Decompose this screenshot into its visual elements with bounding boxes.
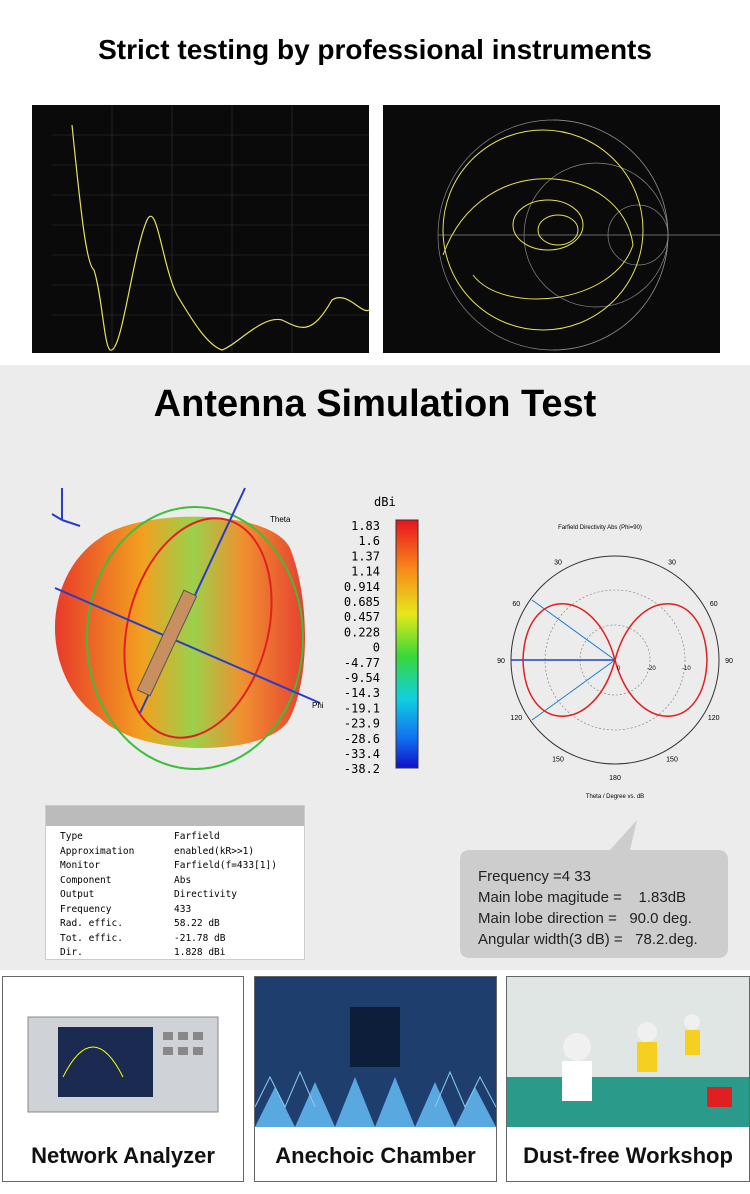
polar-angle-label: 150 <box>552 757 564 764</box>
table-body: Type Farfield Approximation enabled(kR>>1) M… <box>46 826 304 961</box>
row-value: -21.78 dB <box>174 932 226 944</box>
callout-line: Frequency =4 33 <box>478 868 591 885</box>
colorbar-label: 0.685 <box>344 595 380 609</box>
table-row: Type Farfield <box>60 830 304 845</box>
colorbar-label: 0.914 <box>344 580 380 594</box>
colorbar-unit: dBi <box>374 495 396 509</box>
equipment-panel: Dust-free Workshop <box>506 976 750 1182</box>
header-title: Strict testing by professional instrumen… <box>98 34 652 65</box>
polar-angle-label: 120 <box>708 715 720 722</box>
table-row: Dir. 1.828 dBi <box>60 946 304 961</box>
table-row: Output Directivity <box>60 888 304 903</box>
callout-line: Main lobe magitude = 1.83dB <box>478 889 687 906</box>
info-table: Type Farfield Approximation enabled(kR>>1) M… <box>45 805 305 960</box>
polar-title: Farfield Directivity Abs (Phi=90) <box>558 525 642 531</box>
row-key: Rad. effic. <box>60 918 123 929</box>
callout-line: Angular width(3 dB) = 78.2.deg. <box>478 931 698 948</box>
simulation-title: Antenna Simulation Test <box>153 383 597 425</box>
row-value: 433 <box>174 903 192 915</box>
anechoic-chamber-image <box>255 977 496 1127</box>
row-key: Output <box>60 889 95 900</box>
row-value: enabled(kR>>1) <box>174 845 255 857</box>
colorbar-label: -19.1 <box>344 701 380 715</box>
polar-angle-label: 90 <box>497 658 505 665</box>
workshop-image <box>507 977 749 1127</box>
colorbar-label: -33.4 <box>344 747 380 761</box>
scope-swr <box>32 105 369 353</box>
polar-ring-label: -10 <box>682 666 691 672</box>
polar-ring-label: -20 <box>647 666 656 672</box>
colorbar-label: -38.2 <box>344 762 380 776</box>
row-value: Directivity <box>174 889 237 900</box>
callout-box <box>460 820 728 958</box>
table-row: Component Abs <box>60 874 304 889</box>
row-key: Tot. effic. <box>60 932 123 944</box>
colorbar-label: 1.6 <box>358 534 380 548</box>
equipment-caption: Dust-free Workshop <box>523 1143 733 1168</box>
polar-angle-label: 180 <box>609 775 621 782</box>
equipment-panel: Network Analyzer <box>2 976 244 1182</box>
colorbar-label: -9.54 <box>344 671 380 685</box>
polar-angle-label: 90 <box>725 658 733 665</box>
row-key: Dir. <box>60 947 83 958</box>
colorbar-label: -23.9 <box>344 717 380 731</box>
row-key: Monitor <box>60 860 101 871</box>
table-row: Rad. effic. 58.22 dB <box>60 917 304 932</box>
table-row: Tot. effic. -21.78 dB <box>60 932 304 947</box>
row-key: Approximation <box>60 845 135 857</box>
polar-angle-label: 30 <box>554 559 562 566</box>
row-value: Farfield <box>174 831 220 842</box>
table-header <box>46 806 304 826</box>
axis-theta: Theta <box>270 515 291 524</box>
colorbar-label: -28.6 <box>344 732 380 746</box>
row-value: 58.22 dB <box>174 918 220 929</box>
colorbar-label: 1.83 <box>351 519 380 533</box>
row-value: Abs <box>174 874 192 886</box>
table-row: Approximation enabled(kR>>1) <box>60 845 304 860</box>
equipment-panel: Anechoic Chamber <box>254 976 497 1182</box>
polar-ring-label: 0 <box>617 666 621 672</box>
axis-phi: Phi <box>312 701 324 710</box>
row-key: Type <box>60 831 83 842</box>
polar-angle-label: 60 <box>710 601 718 608</box>
polar-angle-label: 30 <box>668 559 676 566</box>
row-value: 1.828 dBi <box>174 947 226 958</box>
row-key: Component <box>60 874 112 886</box>
row-key: Frequency <box>60 903 112 915</box>
equipment-caption: Network Analyzer <box>31 1143 215 1168</box>
pattern-3d: Theta Phi <box>51 487 324 770</box>
callout-text: Frequency =4 33 Main lobe magitude = 1.83… <box>478 866 698 950</box>
callout-line: Main lobe direction = 90.0 deg. <box>478 910 692 927</box>
polar-axis-label: Theta / Degree vs. dB <box>586 794 644 800</box>
colorbar-label: -14.3 <box>344 686 380 700</box>
scope-smith <box>383 105 720 353</box>
colorbar-label: -4.77 <box>344 656 380 670</box>
polar-angle-label: 150 <box>666 757 678 764</box>
row-value: Farfield(f=433[1]) <box>174 860 277 871</box>
colorbar-label: 1.14 <box>351 565 380 579</box>
network-analyzer-image <box>27 1016 219 1113</box>
colorbar-label: 0 <box>373 641 380 655</box>
equipment-caption: Anechoic Chamber <box>275 1143 476 1168</box>
colorbar-label: 1.37 <box>351 549 380 563</box>
colorbar-label: 0.228 <box>344 625 380 639</box>
polar-angle-label: 120 <box>510 715 522 722</box>
table-row: Monitor Farfield(f=433[1]) <box>60 859 304 874</box>
table-row: Frequency 433 <box>60 903 304 918</box>
colorbar-label: 0.457 <box>344 610 380 624</box>
polar-angle-label: 60 <box>512 601 520 608</box>
polar-plot: Farfield Directivity Abs (Phi=90) Theta … <box>497 525 733 800</box>
